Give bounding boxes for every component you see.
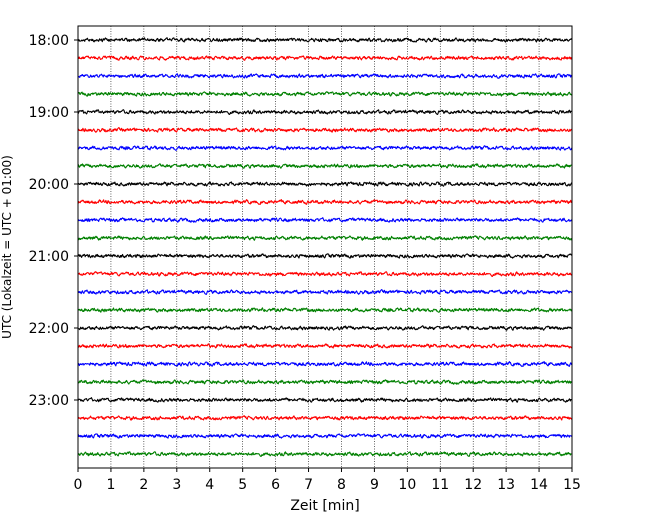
x-tick-label: 11 (431, 477, 449, 493)
trace-group (77, 37, 573, 458)
seismogram-trace (77, 415, 573, 421)
seismogram-trace (77, 361, 573, 367)
grid-lines (110, 26, 540, 468)
seismogram-trace (77, 343, 573, 349)
seismogram-trace (77, 73, 573, 79)
x-tick-label: 13 (497, 477, 515, 493)
seismogram-trace (77, 199, 572, 205)
seismogram-trace (77, 109, 573, 116)
y-tick-label: 20:00 (29, 177, 69, 193)
x-axis: 0 1 2 3 4 5 6 7 8 9 10 11 12 13 14 15 (74, 468, 581, 493)
seismogram-trace (77, 325, 572, 331)
y-tick-label: 18:00 (29, 33, 69, 49)
seismogram-trace (77, 307, 573, 313)
x-axis-label: Zeit [min] (290, 498, 359, 514)
x-tick-label: 2 (139, 477, 148, 493)
seismogram-trace (77, 397, 573, 403)
y-tick-label: 23:00 (29, 393, 69, 409)
seismogram-trace (77, 37, 573, 43)
x-tick-label: 5 (238, 477, 247, 493)
seismogram-trace (77, 288, 572, 296)
x-tick-label: 8 (337, 477, 346, 493)
x-tick-label: 15 (563, 477, 581, 493)
y-axis: 18:00 19:00 20:00 21:00 22:00 23:00 (29, 33, 78, 409)
x-tick-label: 3 (172, 477, 181, 493)
x-tick-label: 7 (304, 477, 313, 493)
x-tick-label: 0 (74, 477, 83, 493)
x-tick-label: 12 (464, 477, 482, 493)
seismogram-trace (77, 91, 573, 97)
seismogram-trace (77, 451, 573, 458)
seismogram-trace (77, 55, 573, 61)
x-tick-label: 6 (271, 477, 280, 493)
y-axis-label: UTC (Lokalzeit = UTC + 01:00) (0, 155, 14, 339)
seismogram-trace (77, 163, 572, 169)
seismogram-trace (77, 433, 573, 439)
x-tick-label: 14 (530, 477, 548, 493)
y-tick-label: 22:00 (29, 321, 69, 337)
y-tick-label: 21:00 (29, 249, 69, 265)
x-tick-label: 4 (205, 477, 214, 493)
plot-frame (77, 25, 573, 469)
seismogram-trace (77, 235, 573, 241)
seismogram-trace (77, 181, 573, 187)
x-tick-label: 1 (106, 477, 115, 493)
y-tick-label: 19:00 (29, 105, 69, 121)
seismogram-trace (77, 145, 573, 151)
x-tick-label: 10 (398, 477, 416, 493)
seismogram-trace (77, 126, 573, 133)
seismogram-trace (77, 271, 573, 277)
seismogram-trace (77, 217, 573, 223)
x-tick-label: 9 (370, 477, 379, 493)
seismogram-trace (77, 379, 573, 385)
seismogram-trace (77, 253, 572, 259)
